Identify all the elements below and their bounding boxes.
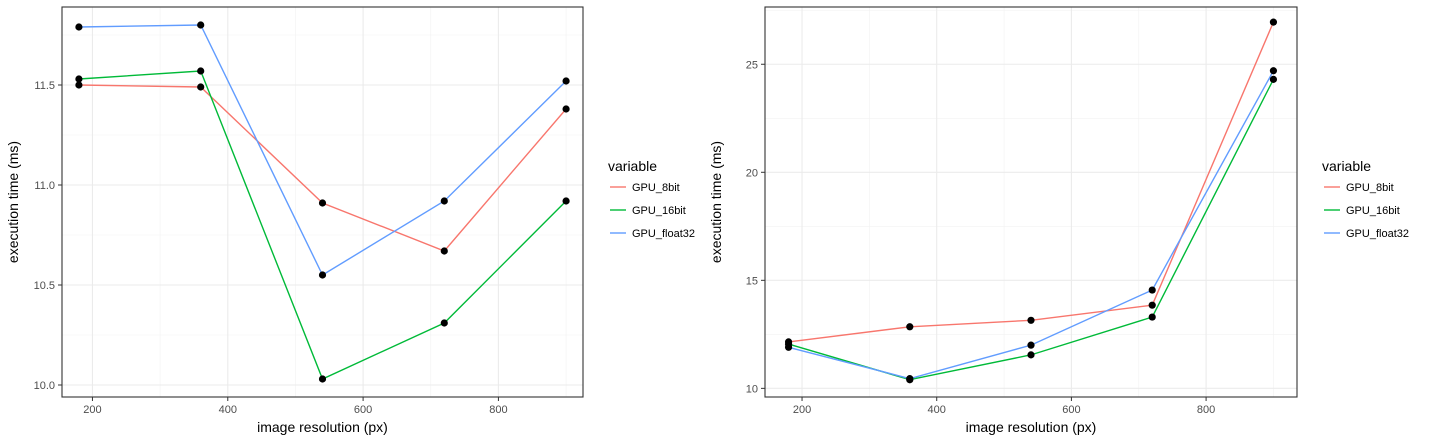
- x-axis-title: image resolution (px): [257, 419, 388, 435]
- y-tick-label: 10.5: [34, 280, 55, 292]
- legend: variable GPU_8bit GPU_16bit GPU_float32: [1322, 158, 1409, 240]
- data-point-GPU_float32-5: [1269, 67, 1278, 75]
- chart-panel-1: 200 400 600 800 10.0 10.5 11.0 11.5 image resolu…: [5, 6, 695, 435]
- data-point-GPU_float32-2: [906, 375, 914, 383]
- data-point-GPU_float32-3: [318, 271, 327, 279]
- x-tick-label: 800: [489, 404, 507, 416]
- legend-label-GPU_8bit: GPU_8bit: [632, 182, 680, 194]
- data-point-GPU_float32-1: [75, 23, 83, 31]
- y-axis-title: execution time (ms): [708, 141, 724, 263]
- data-point-GPU_float32-4: [440, 197, 448, 205]
- legend-label-GPU_float32: GPU_float32: [632, 228, 695, 240]
- x-tick-label: 400: [219, 404, 237, 416]
- y-tick-label: 10: [746, 383, 758, 395]
- data-point-GPU_16bit-3: [1027, 351, 1035, 359]
- data-point-GPU_float32-5: [562, 77, 570, 85]
- legend-label-GPU_16bit: GPU_16bit: [632, 205, 686, 217]
- y-tick-label: 11.0: [34, 180, 55, 192]
- x-tick-label: 600: [1062, 404, 1080, 416]
- legend-label-GPU_8bit: GPU_8bit: [1346, 182, 1394, 194]
- data-point-GPU_8bit-4: [440, 247, 448, 255]
- y-axis-title: execution time (ms): [5, 141, 21, 263]
- legend-title: variable: [1322, 158, 1371, 174]
- data-point-GPU_8bit-1: [75, 81, 83, 89]
- data-point-GPU_16bit-5: [1269, 75, 1278, 83]
- legend-label-GPU_float32: GPU_float32: [1346, 228, 1409, 240]
- y-tick-label: 20: [746, 167, 758, 179]
- legend: variable GPU_8bit GPU_16bit GPU_float32: [608, 158, 695, 240]
- data-point-GPU_16bit-1: [75, 75, 83, 83]
- plot-border: [764, 6, 1298, 398]
- data-point-GPU_8bit-5: [562, 105, 570, 113]
- y-tick-label: 10.0: [34, 380, 55, 392]
- data-point-GPU_8bit-5: [1269, 18, 1278, 26]
- data-point-GPU_8bit-4: [1148, 301, 1156, 309]
- data-point-GPU_8bit-3: [1027, 316, 1035, 324]
- data-point-GPU_float32-2: [197, 21, 205, 29]
- y-tick-label: 25: [746, 59, 758, 71]
- y-tick-label: 15: [746, 275, 758, 287]
- x-tick-label: 200: [793, 404, 811, 416]
- data-point-GPU_16bit-5: [562, 197, 570, 205]
- data-point-GPU_8bit-3: [318, 199, 327, 207]
- data-point-GPU_float32-3: [1027, 341, 1035, 349]
- data-point-GPU_8bit-2: [197, 83, 205, 91]
- legend-title: variable: [608, 158, 657, 174]
- data-point-GPU_16bit-3: [318, 375, 327, 383]
- legend-label-GPU_16bit: GPU_16bit: [1346, 205, 1400, 217]
- data-point-GPU_8bit-2: [906, 323, 914, 331]
- x-tick-label: 600: [354, 404, 372, 416]
- x-tick-label: 400: [928, 404, 946, 416]
- plot-background: [765, 7, 1297, 397]
- x-axis-title: image resolution (px): [966, 419, 1097, 435]
- plot-border: [61, 6, 584, 398]
- y-tick-label: 11.5: [34, 80, 55, 92]
- x-tick-label: 800: [1197, 404, 1215, 416]
- data-point-GPU_16bit-4: [1148, 313, 1156, 321]
- x-tick-label: 200: [83, 404, 101, 416]
- chart-panel-2: 200 400 600 800 10 15 20 25 image resolution (px…: [708, 6, 1409, 435]
- data-point-GPU_float32-1: [784, 343, 793, 351]
- data-point-GPU_16bit-4: [440, 319, 448, 327]
- data-point-GPU_float32-4: [1148, 286, 1156, 294]
- data-point-GPU_16bit-2: [197, 67, 205, 75]
